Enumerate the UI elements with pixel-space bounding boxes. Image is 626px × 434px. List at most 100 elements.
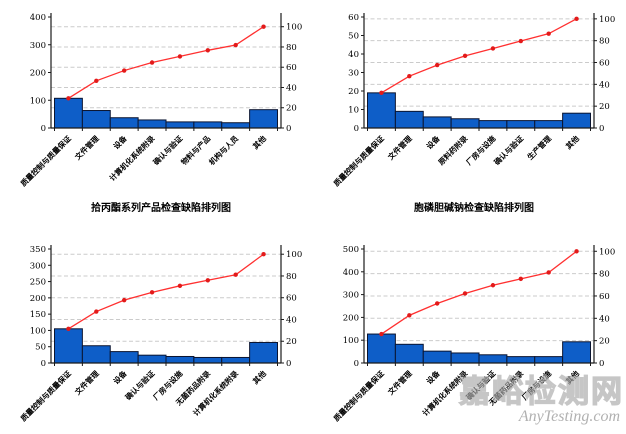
cumulative-point	[434, 301, 440, 306]
left-axis-tick-label: 0	[41, 359, 46, 369]
category-label-1: 文件管理	[72, 368, 101, 397]
category-label-7: 其他	[563, 368, 581, 386]
left-axis-tick-label: 200	[30, 69, 46, 79]
category-label-2: 设备	[111, 368, 129, 386]
left-axis-tick-label: 100	[343, 336, 359, 346]
cumulative-point	[546, 270, 551, 275]
left-axis-tick-label: 150	[30, 310, 46, 320]
category-label-0: 质量控制与质量保证	[331, 133, 386, 188]
bar-5	[506, 356, 536, 364]
bar-3	[450, 352, 480, 364]
bar-5	[193, 121, 223, 129]
right-axis-tick-label: 0	[599, 359, 604, 369]
cumulative-point	[205, 278, 211, 283]
bar-4	[478, 120, 508, 129]
category-label-2: 设备	[424, 368, 442, 386]
category-labels: 质量控制与质量保证 文件管理 设备确认与验证厂房与设施无菌药品附录计算机化系统附录其…	[18, 368, 268, 423]
bar-0	[54, 328, 83, 364]
gridlines	[51, 26, 281, 109]
cumulative-point	[574, 249, 579, 254]
cumulative-point	[177, 54, 183, 59]
right-axis-tick-label: 20	[599, 102, 610, 112]
right-axis-tick-label: 100	[286, 250, 302, 260]
bar-0	[367, 92, 396, 129]
bar-3	[137, 354, 167, 364]
right-axis-tick-label: 40	[286, 83, 297, 93]
category-label-6: 生产管理	[525, 133, 554, 162]
pareto-chart-bottom-right: 0 100 200 300 400 500 0 20 40 60 80 100 质量控制与质量保证 文件管…	[331, 245, 615, 423]
cumulative-point	[66, 96, 71, 101]
bar-0	[367, 333, 396, 364]
cumulative-point	[490, 46, 496, 51]
cumulative-point	[462, 53, 468, 59]
bar-4	[165, 355, 195, 364]
cumulative-point	[379, 331, 384, 337]
cumulative-markers	[379, 249, 579, 337]
pareto-chart-top-left: 0 100 200 300 400 0 20 40 60 80 100 质量控制与质量保证 文件管理 设备…	[18, 13, 302, 214]
cumulative-markers	[379, 16, 579, 96]
bar-6	[534, 356, 564, 364]
right-axis-tick-label: 20	[286, 337, 297, 347]
right-axis-tick-label: 40	[286, 315, 297, 325]
pareto-chart-bottom-left: 0 50 100 150 200 250 300 350 0 20 40 60 80 100 质量控制与质量…	[18, 245, 302, 423]
category-label-0: 质量控制与质量保证	[18, 133, 73, 188]
category-label-1: 文件管理	[385, 133, 414, 162]
bars	[54, 328, 278, 364]
cumulative-point	[205, 48, 211, 53]
chart-cell-top-left: 0 100 200 300 400 0 20 40 60 80 100 质量控制与质量保证 文件管理 设备…	[0, 0, 313, 217]
right-axis-tick-label: 60	[286, 294, 297, 304]
category-label-7: 其他	[250, 133, 268, 151]
axes: 0 10 20 30 40 50 60 0 20 40 60 80 100	[348, 13, 615, 134]
chart-title: 胞磷胆碱钠检查缺陷排列图	[413, 201, 534, 214]
cumulative-point	[233, 272, 238, 277]
left-axis-tick-label: 40	[348, 50, 359, 60]
left-axis-tick-label: 300	[30, 261, 46, 271]
left-axis-tick-label: 60	[348, 13, 359, 23]
cumulative-point	[94, 78, 99, 84]
bar-4	[478, 354, 508, 364]
cumulative-line	[68, 26, 264, 99]
right-axis-tick-label: 40	[599, 80, 610, 90]
bar-6	[221, 122, 251, 129]
category-label-0: 质量控制与质量保证	[331, 368, 386, 423]
cumulative-point	[149, 60, 155, 65]
bar-6	[221, 356, 251, 364]
cumulative-point	[121, 68, 127, 73]
bar-5	[193, 356, 223, 364]
right-axis-tick-label: 40	[599, 314, 610, 324]
bar-1	[81, 345, 111, 364]
left-axis-tick-label: 100	[30, 326, 46, 336]
cumulative-point	[407, 313, 412, 318]
bar-1	[394, 343, 424, 364]
cumulative-point	[121, 297, 127, 303]
left-axis-tick-label: 50	[348, 32, 359, 42]
bar-2	[422, 350, 452, 364]
right-axis-tick-label: 60	[286, 63, 297, 73]
category-label-1: 文件管理	[385, 368, 414, 397]
pareto-chart-top-right: 0 10 20 30 40 50 60 0 20 40 60 80 100 质量控制与质量保证 文件管理 设备…	[331, 13, 615, 214]
left-axis-tick-label: 50	[35, 343, 46, 353]
left-axis-tick-label: 400	[343, 268, 359, 278]
axes: 0 100 200 300 400 500 0 20 40 60 80 100	[343, 245, 615, 369]
left-axis-tick-label: 250	[30, 278, 46, 288]
axes: 0 50 100 150 200 250 300 350 0 20 40 60 80 100	[30, 245, 302, 369]
left-axis-tick-label: 300	[30, 41, 46, 51]
cumulative-line	[68, 253, 264, 330]
cumulative-point	[261, 252, 266, 257]
left-axis-tick-label: 300	[343, 291, 359, 301]
category-label-2: 设备	[424, 133, 442, 151]
right-axis-tick-label: 100	[599, 15, 615, 25]
right-axis-tick-label: 0	[599, 124, 604, 134]
cumulative-markers	[66, 252, 266, 331]
cumulative-point	[407, 74, 412, 79]
bars	[367, 333, 591, 364]
bar-1	[81, 110, 111, 129]
cumulative-point	[177, 283, 183, 289]
left-axis-tick-label: 100	[30, 96, 46, 106]
left-axis-tick-label: 20	[348, 87, 359, 97]
right-axis-tick-label: 100	[599, 247, 615, 257]
category-label-7: 其他	[563, 133, 581, 151]
gridlines	[364, 250, 594, 342]
